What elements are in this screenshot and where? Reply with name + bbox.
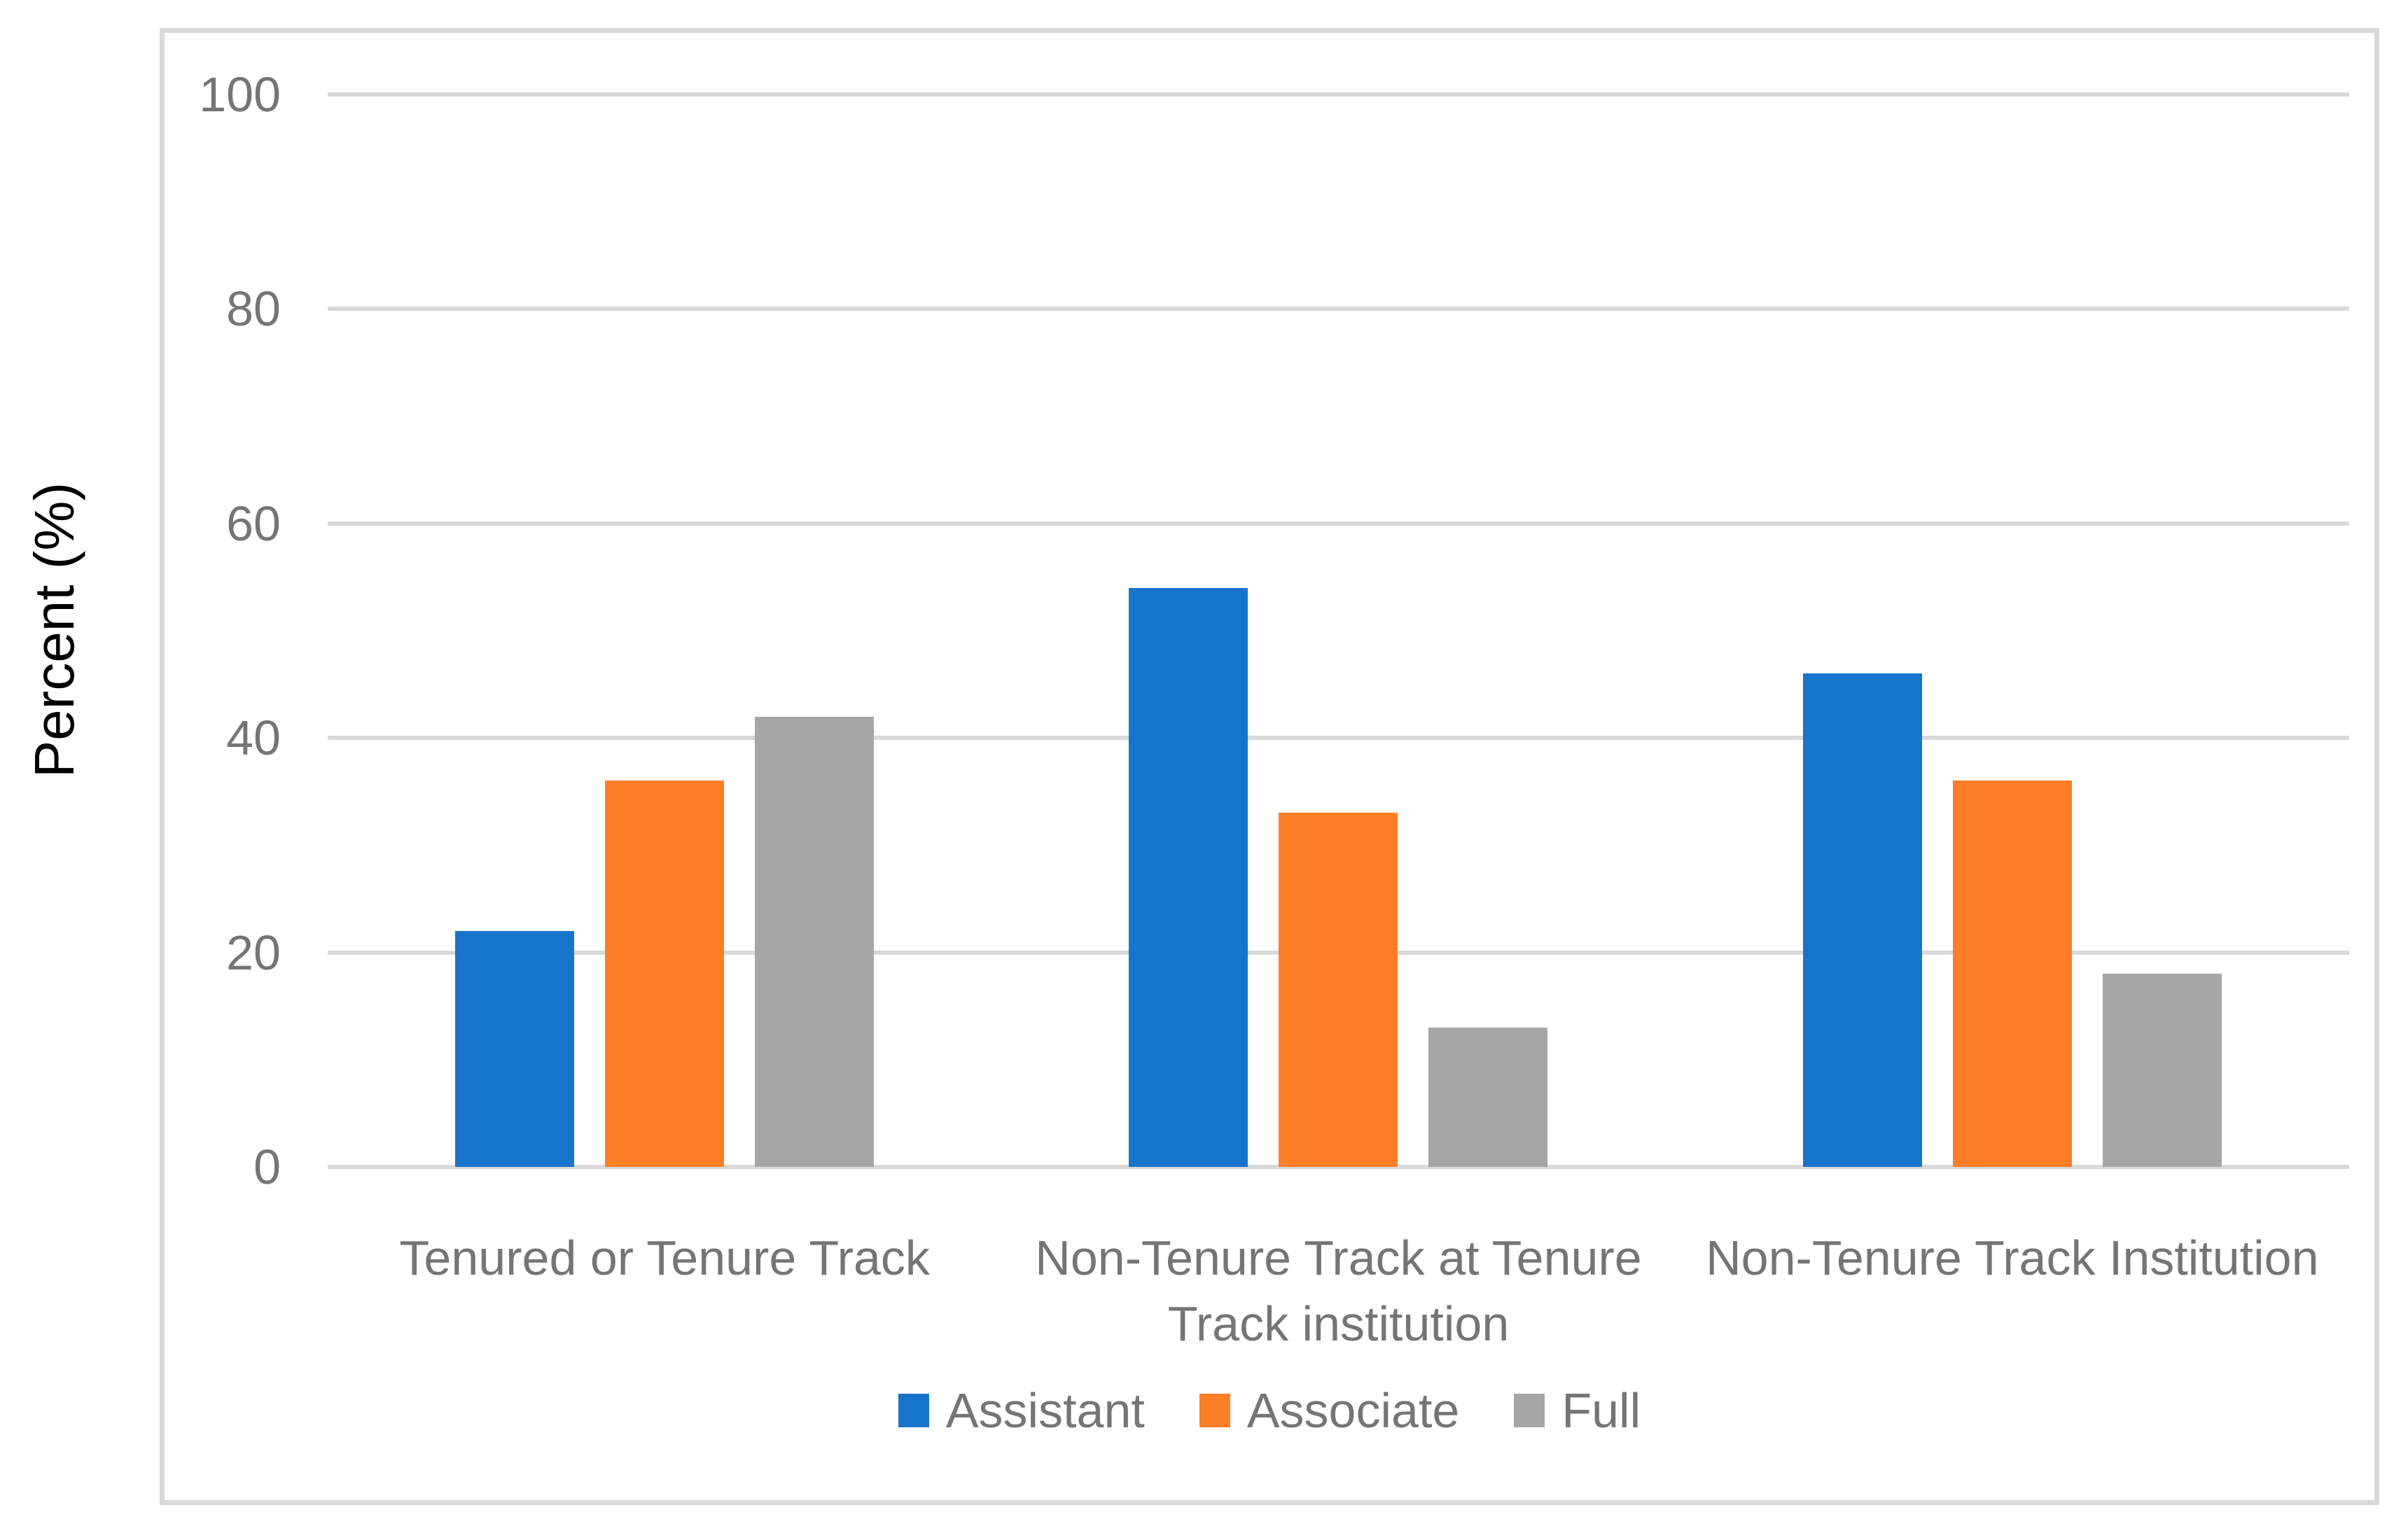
legend: Assistant Associate Full xyxy=(160,1382,2379,1438)
x-axis-labels: Tenured or Tenure Track Non-Tenure Track … xyxy=(328,1225,2349,1357)
y-tick-label-40: 40 xyxy=(226,710,281,766)
y-tick-label-20: 20 xyxy=(226,925,281,980)
legend-label-full: Full xyxy=(1561,1383,1641,1438)
x-axis-label-3: Non-Tenure Track Institution xyxy=(1706,1231,2319,1285)
chart-panel xyxy=(160,28,2379,1505)
legend-swatch-associate xyxy=(1199,1394,1230,1427)
bar-groups xyxy=(328,94,2349,1167)
x-axis-label-1: Tenured or Tenure Track xyxy=(399,1231,930,1285)
bar-associate xyxy=(1952,780,2072,1167)
gridline-40 xyxy=(328,736,2349,741)
gridline-0 xyxy=(328,1165,2349,1169)
x-axis-label-2: Non-Tenure Track at Tenure Track institu… xyxy=(1035,1231,1642,1351)
bar-full xyxy=(1428,1027,1548,1167)
bar-associate xyxy=(1279,813,1398,1167)
bar-assistant xyxy=(1129,587,1248,1167)
bar-group-3 xyxy=(1676,94,2349,1167)
legend-swatch-assistant xyxy=(898,1394,929,1427)
y-tick-label-0: 0 xyxy=(253,1140,281,1194)
bar-assistant xyxy=(455,930,575,1167)
legend-item-full: Full xyxy=(1514,1382,1641,1438)
gridline-100 xyxy=(328,92,2349,97)
legend-label-assistant: Assistant xyxy=(945,1383,1145,1438)
legend-item-assistant: Assistant xyxy=(898,1382,1145,1438)
bar-assistant xyxy=(1802,673,1922,1167)
y-tick-label-100: 100 xyxy=(199,67,281,122)
legend-swatch-full xyxy=(1514,1394,1545,1427)
y-tick-label-80: 80 xyxy=(226,281,281,337)
bar-group-2 xyxy=(1001,94,1675,1167)
plot-area xyxy=(328,92,2349,1169)
legend-item-associate: Associate xyxy=(1199,1382,1459,1438)
legend-label-associate: Associate xyxy=(1246,1383,1460,1438)
bar-associate xyxy=(605,780,725,1167)
bar-full xyxy=(2102,974,2222,1167)
gridline-60 xyxy=(328,521,2349,526)
gridline-80 xyxy=(328,307,2349,312)
bar-full xyxy=(755,716,875,1167)
y-tick-label-60: 60 xyxy=(226,496,281,551)
bar-group-1 xyxy=(328,94,1001,1167)
